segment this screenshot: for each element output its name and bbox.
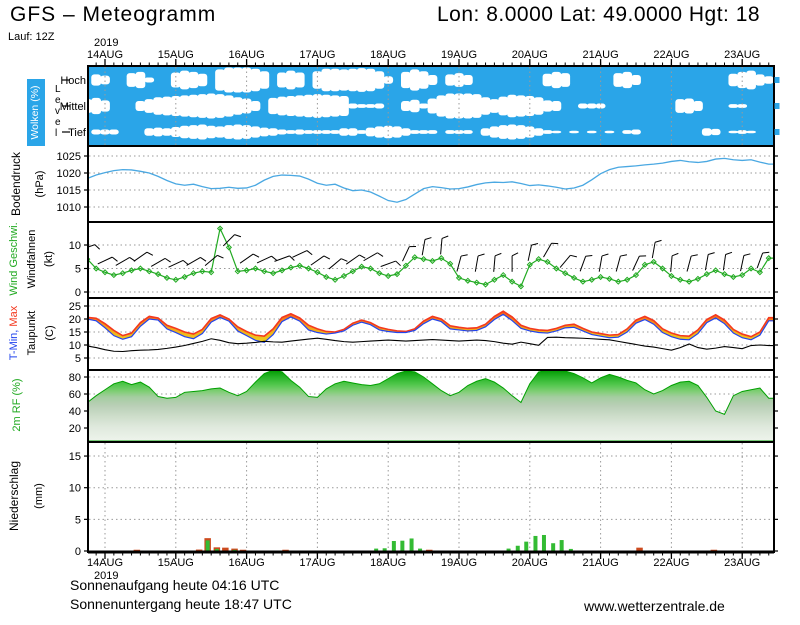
page-title: GFS – Meteogramm xyxy=(10,3,217,26)
svg-text:T-Min, Max: T-Min, Max xyxy=(8,305,20,360)
svg-text:Windfahnen: Windfahnen xyxy=(26,230,38,289)
svg-text:Tief: Tief xyxy=(68,127,87,139)
run-label: Lauf: 12Z xyxy=(8,31,55,43)
website-link[interactable]: www.wetterzentrale.de xyxy=(584,598,725,614)
svg-text:22AUG: 22AUG xyxy=(653,49,689,61)
svg-text:2019: 2019 xyxy=(94,37,118,49)
svg-text:18AUG: 18AUG xyxy=(370,49,406,61)
svg-text:Wolken (%): Wolken (%) xyxy=(29,85,41,139)
svg-text:(C): (C) xyxy=(44,325,56,340)
svg-text:Niederschlag: Niederschlag xyxy=(7,461,21,531)
svg-text:5: 5 xyxy=(75,514,81,526)
svg-text:L: L xyxy=(55,84,61,95)
svg-text:1010: 1010 xyxy=(57,202,81,214)
sunset-info: Sonnenuntergang heute 18:47 UTC xyxy=(70,596,292,612)
svg-text:23AUG: 23AUG xyxy=(724,49,760,61)
svg-text:15AUG: 15AUG xyxy=(158,49,194,61)
svg-text:18AUG: 18AUG xyxy=(370,557,406,569)
svg-text:Taupunkt: Taupunkt xyxy=(26,311,38,356)
svg-text:Bodendruck: Bodendruck xyxy=(9,151,23,216)
panel-wind xyxy=(89,225,773,290)
svg-text:20AUG: 20AUG xyxy=(512,49,548,61)
svg-text:16AUG: 16AUG xyxy=(229,557,265,569)
svg-text:15AUG: 15AUG xyxy=(158,557,194,569)
svg-text:25: 25 xyxy=(69,301,81,313)
svg-text:23AUG: 23AUG xyxy=(724,557,760,569)
svg-text:10: 10 xyxy=(69,240,81,252)
svg-text:14AUG: 14AUG xyxy=(87,49,123,61)
svg-text:19AUG: 19AUG xyxy=(441,49,477,61)
svg-text:20: 20 xyxy=(69,423,81,435)
svg-text:Wind Geschwi.: Wind Geschwi. xyxy=(8,222,20,295)
svg-text:e: e xyxy=(55,117,61,128)
svg-text:2019: 2019 xyxy=(94,570,118,582)
svg-text:10: 10 xyxy=(69,340,81,352)
svg-text:l: l xyxy=(55,128,57,139)
svg-text:80: 80 xyxy=(69,372,81,384)
svg-text:(hPa): (hPa) xyxy=(34,171,46,198)
panel-precip xyxy=(133,534,718,551)
svg-text:21AUG: 21AUG xyxy=(583,49,619,61)
svg-text:17AUG: 17AUG xyxy=(299,49,335,61)
svg-text:Hoch: Hoch xyxy=(60,75,86,87)
panel-humidity xyxy=(89,369,773,442)
svg-text:15: 15 xyxy=(69,327,81,339)
svg-text:17AUG: 17AUG xyxy=(299,557,335,569)
svg-text:20: 20 xyxy=(69,314,81,326)
svg-text:60: 60 xyxy=(69,389,81,401)
svg-text:0: 0 xyxy=(75,287,81,299)
svg-text:10: 10 xyxy=(69,483,81,495)
svg-text:0: 0 xyxy=(75,546,81,558)
svg-text:15: 15 xyxy=(69,451,81,463)
svg-text:(mm): (mm) xyxy=(33,483,45,509)
panel-clouds xyxy=(89,67,773,145)
svg-text:21AUG: 21AUG xyxy=(583,557,619,569)
sunrise-info: Sonnenaufgang heute 04:16 UTC xyxy=(70,577,280,593)
svg-text:v: v xyxy=(55,106,60,117)
svg-text:1025: 1025 xyxy=(57,151,81,163)
location-info: Lon: 8.0000 Lat: 49.0000 Hgt: 18 xyxy=(437,3,761,26)
svg-text:22AUG: 22AUG xyxy=(653,557,689,569)
svg-text:2m RF (%): 2m RF (%) xyxy=(11,378,23,431)
svg-text:19AUG: 19AUG xyxy=(441,557,477,569)
svg-text:16AUG: 16AUG xyxy=(229,49,265,61)
svg-text:Mittel: Mittel xyxy=(60,101,86,113)
svg-text:14AUG: 14AUG xyxy=(87,557,123,569)
svg-text:e: e xyxy=(55,95,61,106)
svg-text:(kt): (kt) xyxy=(43,251,55,267)
svg-text:1020: 1020 xyxy=(57,168,81,180)
svg-text:40: 40 xyxy=(69,406,81,418)
svg-text:20AUG: 20AUG xyxy=(512,557,548,569)
panel-temperature xyxy=(89,310,773,353)
svg-text:1015: 1015 xyxy=(57,185,81,197)
panel-pressure xyxy=(89,157,773,203)
svg-text:5: 5 xyxy=(75,353,81,365)
svg-text:5: 5 xyxy=(75,264,81,276)
